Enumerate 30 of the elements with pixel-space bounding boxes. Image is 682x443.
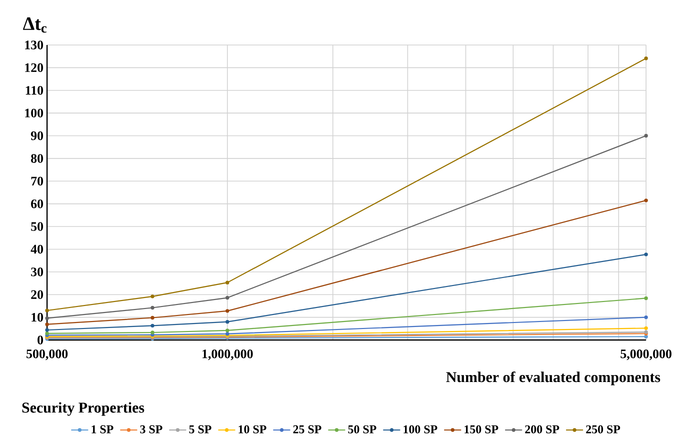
legend-label: 250 SP [586, 425, 620, 434]
y-tick-label: 0 [38, 336, 44, 344]
legend-title: Security Properties [22, 402, 144, 416]
y-tick-label: 70 [31, 176, 44, 186]
y-tick-label: 130 [25, 40, 44, 50]
x-axis-title: Number of evaluated components [446, 372, 660, 386]
y-tick-label: 40 [30, 244, 44, 254]
legend-label: 1 SP [92, 425, 114, 434]
y-tick-label: 30 [31, 268, 44, 276]
legend-label: 25 SP [293, 425, 322, 434]
x-tick-label: 500,000 [26, 350, 68, 360]
y-tick-label: 100 [25, 108, 44, 118]
x-tick-label: 1,000,000 [202, 350, 253, 360]
x-tick-label: 5,000,000 [620, 350, 672, 360]
legend-label: 10 SP [238, 425, 266, 434]
y-tick-label: 10 [32, 312, 44, 322]
y-tick-label: 80 [31, 154, 44, 163]
legend-label: 200 SP [525, 425, 560, 434]
legend-label: 150 SP [464, 425, 498, 434]
legend-label: 5 SP [189, 425, 212, 434]
legend-label: 100 SP [404, 425, 438, 434]
y-tick-label: 50 [31, 222, 44, 231]
legend-label: 3 SP [140, 425, 162, 434]
y-tick-label: 20 [31, 290, 44, 299]
y-tick-label: 120 [25, 63, 44, 72]
y-axis-title: Δt$_{c}$ [23, 17, 47, 33]
y-tick-label: 60 [31, 199, 44, 208]
y-tick-label: 90 [30, 131, 44, 140]
legend-label: 50 SP [348, 425, 376, 434]
y-tick-label: 110 [26, 86, 44, 95]
